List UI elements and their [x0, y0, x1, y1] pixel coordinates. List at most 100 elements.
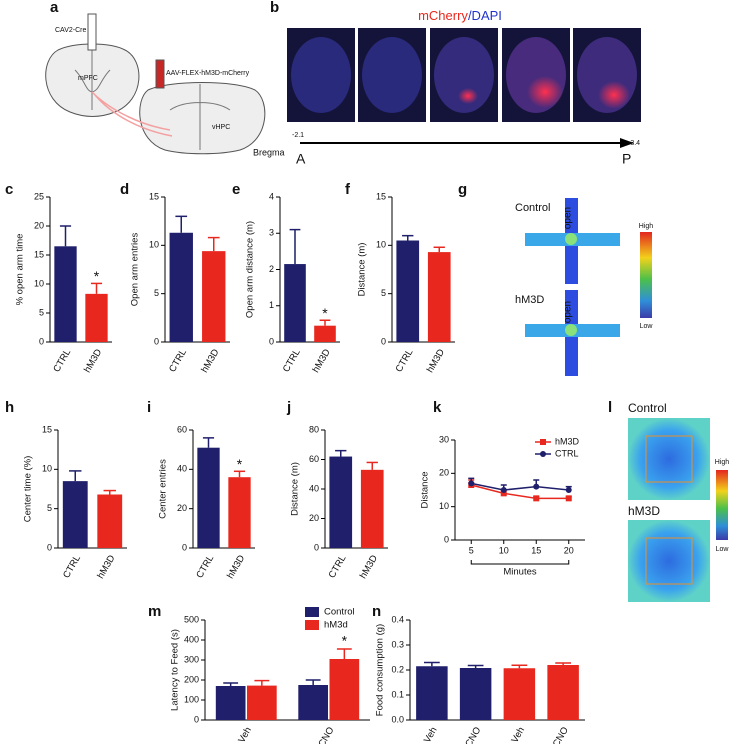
bar: [547, 665, 579, 720]
chart: 0 5 10 15 Center time (%) h CTRL hM3D: [5, 399, 127, 581]
y-tick-label: 15: [34, 249, 44, 259]
series-line: [471, 482, 569, 491]
y-tick-label: 5: [154, 288, 159, 298]
y-tick-label: 5: [39, 307, 44, 317]
arrow-head: [620, 138, 634, 148]
panel-label: n: [372, 603, 381, 620]
panel-label: i: [147, 399, 151, 416]
y-tick-label: 80: [309, 424, 319, 434]
x-tick-label: CTRL: [194, 553, 216, 580]
y-tick-label: 0: [39, 336, 44, 346]
chart: 0 1 2 3 4 Open arm distance (m) e CTRL hM3D *: [232, 181, 340, 375]
panel-label: e: [232, 181, 240, 198]
y-axis-label: Center time (%): [23, 456, 34, 523]
y-tick-label: 10: [149, 240, 159, 250]
x-tick-label: hM3D: [95, 553, 117, 581]
y-tick-label: 0: [381, 336, 386, 346]
tissue: [362, 37, 422, 113]
significance: *: [342, 633, 348, 649]
bar: [503, 668, 536, 720]
x-axis-label: Minutes: [503, 567, 537, 578]
region-label: mPFC: [78, 75, 98, 82]
syringe: [155, 59, 165, 89]
y-tick-label: 400: [184, 634, 199, 644]
bar: [169, 232, 193, 342]
y-tick-label: 60: [177, 424, 187, 434]
x-tick-label: Veh: [236, 725, 254, 744]
y-tick-label: 15: [42, 424, 52, 434]
group-label: Control: [515, 202, 550, 214]
series-line: [471, 484, 569, 500]
panel-label: j: [286, 399, 291, 416]
x-tick-label: CTRL: [167, 347, 189, 374]
y-tick-label: 20: [309, 513, 319, 523]
region-label: vHPC: [212, 124, 230, 131]
x-tick-label: hM3D: [358, 553, 380, 581]
x-tick-label: CTRL: [51, 347, 73, 374]
panel-label: a: [50, 0, 59, 16]
legend-swatch: [305, 620, 319, 630]
colorbar-label: High: [639, 223, 654, 230]
panel-label: k: [433, 399, 442, 416]
y-tick-label: 1: [269, 300, 274, 310]
marker: [533, 483, 540, 490]
y-axis-label: Open arm entries: [130, 233, 141, 307]
group-label: hM3D: [628, 504, 660, 518]
bar: [360, 469, 384, 548]
tissue: [291, 37, 351, 113]
chart: 0 20 40 60 Center entries i CTRL hM3D *: [147, 399, 255, 581]
y-axis-label: Latency to Feed (s): [170, 629, 181, 711]
x-tick-label: Veh: [509, 725, 527, 744]
y-tick-label: 0: [182, 542, 187, 552]
bar: [62, 481, 88, 548]
bar: [202, 251, 226, 342]
y-axis-label: % open arm time: [15, 234, 26, 306]
bar: [427, 252, 451, 342]
expression: [458, 88, 478, 104]
marker: [533, 495, 540, 502]
y-tick-label: 20: [34, 220, 44, 230]
virus-label: CAV2-Cre: [55, 27, 86, 34]
arena-map: [628, 418, 710, 500]
bar: [54, 246, 77, 342]
stain-label: mCherry/DAPI: [418, 8, 502, 23]
group-label: hM3D: [515, 294, 544, 306]
marker: [565, 487, 572, 493]
y-tick-label: 10: [34, 278, 44, 288]
x-bracket: [470, 560, 570, 565]
x-tick-label: 15: [531, 545, 541, 555]
colorbar-label: Low: [716, 546, 730, 553]
bar: [416, 666, 448, 720]
y-tick-label: 60: [309, 454, 319, 464]
y-tick-label: 10: [439, 501, 449, 511]
bar: [228, 477, 251, 548]
bregma-value: -3.4: [628, 140, 640, 147]
x-tick-label: CNO: [316, 725, 336, 744]
x-tick-label: CTRL: [327, 553, 349, 580]
bar: [459, 668, 492, 720]
bar: [396, 240, 420, 342]
y-tick-label: 300: [184, 654, 199, 664]
legend-swatch: [305, 607, 319, 617]
y-tick-label: 0.0: [391, 714, 404, 724]
bregma-value: -2.1: [292, 132, 304, 139]
legend-label: hM3d: [324, 620, 348, 631]
y-tick-label: 5: [47, 503, 52, 513]
chart: 0 5 10 15 20 25 % open arm time c CTRL hM3D *: [5, 181, 112, 375]
panel-label: m: [148, 603, 161, 620]
y-axis-label: Distance (m): [357, 243, 368, 297]
bregma-label: Bregma: [253, 147, 285, 157]
bar: [314, 325, 336, 342]
expression: [527, 76, 563, 108]
stain-blue: /DAPI: [468, 8, 502, 23]
brain-outline: [139, 82, 266, 155]
tissue: [434, 37, 494, 113]
y-tick-label: 2: [269, 264, 274, 274]
bar: [246, 685, 277, 720]
heat-spot: [565, 233, 577, 245]
panel-label: l: [608, 399, 612, 416]
arena-map: [628, 520, 710, 602]
bar: [97, 494, 123, 548]
y-tick-label: 5: [381, 288, 386, 298]
